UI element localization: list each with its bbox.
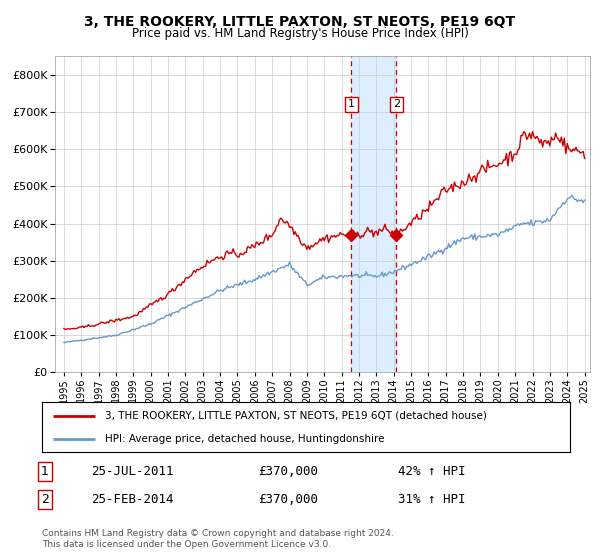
Text: HPI: Average price, detached house, Huntingdonshire: HPI: Average price, detached house, Hunt… xyxy=(106,434,385,444)
Text: Contains HM Land Registry data © Crown copyright and database right 2024.
This d: Contains HM Land Registry data © Crown c… xyxy=(42,529,394,549)
Text: Price paid vs. HM Land Registry's House Price Index (HPI): Price paid vs. HM Land Registry's House … xyxy=(131,27,469,40)
Text: 2: 2 xyxy=(393,99,400,109)
Text: 31% ↑ HPI: 31% ↑ HPI xyxy=(398,493,466,506)
Text: 3, THE ROOKERY, LITTLE PAXTON, ST NEOTS, PE19 6QT: 3, THE ROOKERY, LITTLE PAXTON, ST NEOTS,… xyxy=(85,15,515,29)
Text: 3, THE ROOKERY, LITTLE PAXTON, ST NEOTS, PE19 6QT (detached house): 3, THE ROOKERY, LITTLE PAXTON, ST NEOTS,… xyxy=(106,410,487,421)
Text: £370,000: £370,000 xyxy=(258,465,318,478)
Text: 1: 1 xyxy=(348,99,355,109)
Text: 42% ↑ HPI: 42% ↑ HPI xyxy=(398,465,466,478)
Text: 2: 2 xyxy=(41,493,49,506)
Text: 25-JUL-2011: 25-JUL-2011 xyxy=(91,465,173,478)
Bar xyxy=(352,56,396,372)
Text: £370,000: £370,000 xyxy=(258,493,318,506)
Text: 1: 1 xyxy=(41,465,49,478)
Text: 25-FEB-2014: 25-FEB-2014 xyxy=(91,493,173,506)
